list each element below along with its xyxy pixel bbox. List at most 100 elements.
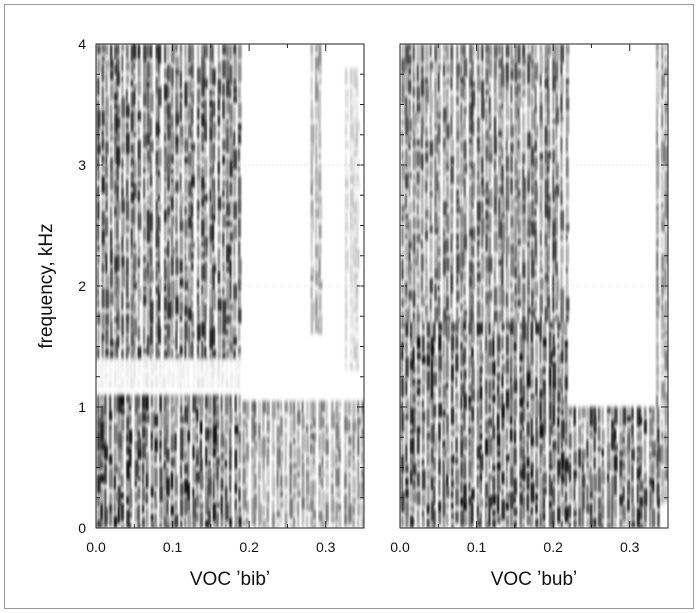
spectrogram-streak [348,435,352,446]
spectrogram-streak [513,354,517,362]
spectrogram-streak [212,264,217,273]
spectrogram-streak [664,231,668,252]
spectrogram-streak [130,133,133,141]
spectrogram-streak [310,468,313,477]
spectrogram-streak [420,174,425,192]
spectrogram-streak [344,178,349,190]
spectrogram-streak [488,339,492,358]
spectrogram-streak [113,515,118,528]
spectrogram-streak [527,201,531,220]
spectrogram-streak [163,349,168,359]
spectrogram-streak [114,78,118,93]
spectrogram-streak [191,202,194,218]
spectrogram-streak [105,355,109,359]
spectrogram-streak [498,58,502,70]
spectrogram-streak [353,344,357,361]
spectrogram-streak [534,208,537,218]
spectrogram-streak [204,181,207,191]
spectrogram-streak [163,44,167,64]
spectrogram-streak [238,394,241,410]
spectrogram-streak [170,85,174,92]
spectrogram-streak [228,473,232,493]
spectrogram-streak [420,274,424,293]
spectrogram-streak [229,160,233,178]
spectrogram-streak [539,475,544,497]
spectrogram-streak [157,326,162,345]
spectrogram-streak [522,177,526,195]
spectrogram-streak [455,487,459,507]
spectrogram-streak [505,453,510,462]
spectrogram-streak [548,330,552,350]
spectrogram-streak [664,391,668,405]
spectrogram-streak [564,491,568,504]
spectrogram-streak [408,44,412,52]
spectrogram-streak [352,505,356,516]
spectrogram-streak [134,459,139,479]
spectrogram-streak [176,368,181,388]
spectrogram-streak [184,478,188,495]
spectrogram-streak [535,359,538,374]
spectrogram-streak [557,366,561,375]
spectrogram-streak [238,486,241,503]
spectrogram-streak [438,385,442,399]
spectrogram-streak [416,458,421,469]
spectrogram-streak [226,328,229,337]
spectrogram-streak [280,463,283,474]
spectrogram-streak [446,141,450,148]
spectrogram-streak [564,364,569,376]
spectrogram-streak [191,81,195,90]
spectrogram-streak [425,77,429,85]
spectrogram-streak [212,502,216,522]
spectrogram-streak [217,96,221,112]
spectrogram-streak [614,454,618,472]
spectrogram-streak [133,202,137,217]
spectrogram-streak [425,304,429,316]
spectrogram-streak [179,356,182,359]
spectrogram-streak [661,489,665,504]
spectrogram-streak [175,68,179,75]
spectrogram-streak [401,129,404,147]
spectrogram-streak [534,62,539,81]
spectrogram-streak [170,196,174,212]
spectrogram-streak [498,121,501,131]
spectrogram-streak [184,394,188,403]
spectrogram-streak [176,387,181,389]
spectrogram-streak [564,473,568,488]
spectrogram-streak [114,44,117,61]
spectrogram-streak [416,202,420,216]
spectrogram-streak [548,386,552,400]
spectrogram-streak [179,52,183,71]
spectrogram-streak [463,196,468,211]
spectrogram-streak [611,514,614,527]
spectrogram-streak [539,259,543,267]
spectrogram-streak [310,442,313,455]
spectrogram-streak [237,122,242,132]
spectrogram-streak [137,448,142,460]
spectrogram-streak [175,278,178,296]
spectrogram-streak [643,438,647,456]
spectrogram-streak [492,425,496,441]
spectrogram-streak [237,358,241,370]
spectrogram-streak [517,117,521,136]
spectrogram-streak [117,431,122,450]
spectrogram-streak [204,203,207,212]
spectrogram-streak [292,413,296,435]
spectrogram-streak [133,317,138,337]
spectrogram-streak [412,311,416,319]
spectrogram-streak [188,44,191,64]
spectrogram-streak [479,322,483,335]
spectrogram-streak [456,232,459,243]
spectrogram-streak [664,484,667,503]
spectrogram-streak [446,382,449,390]
spectrogram-streak [468,76,473,89]
spectrogram-streak [310,76,313,96]
spectrogram-streak [137,161,141,179]
spectrogram-streak [101,332,105,342]
spectrogram-streak [125,199,130,222]
spectrogram-streak [230,384,233,389]
spectrogram-streak [125,74,130,86]
spectrogram-streak [481,156,484,175]
spectrogram-streak [501,449,505,469]
spectrogram-streak [196,87,201,105]
